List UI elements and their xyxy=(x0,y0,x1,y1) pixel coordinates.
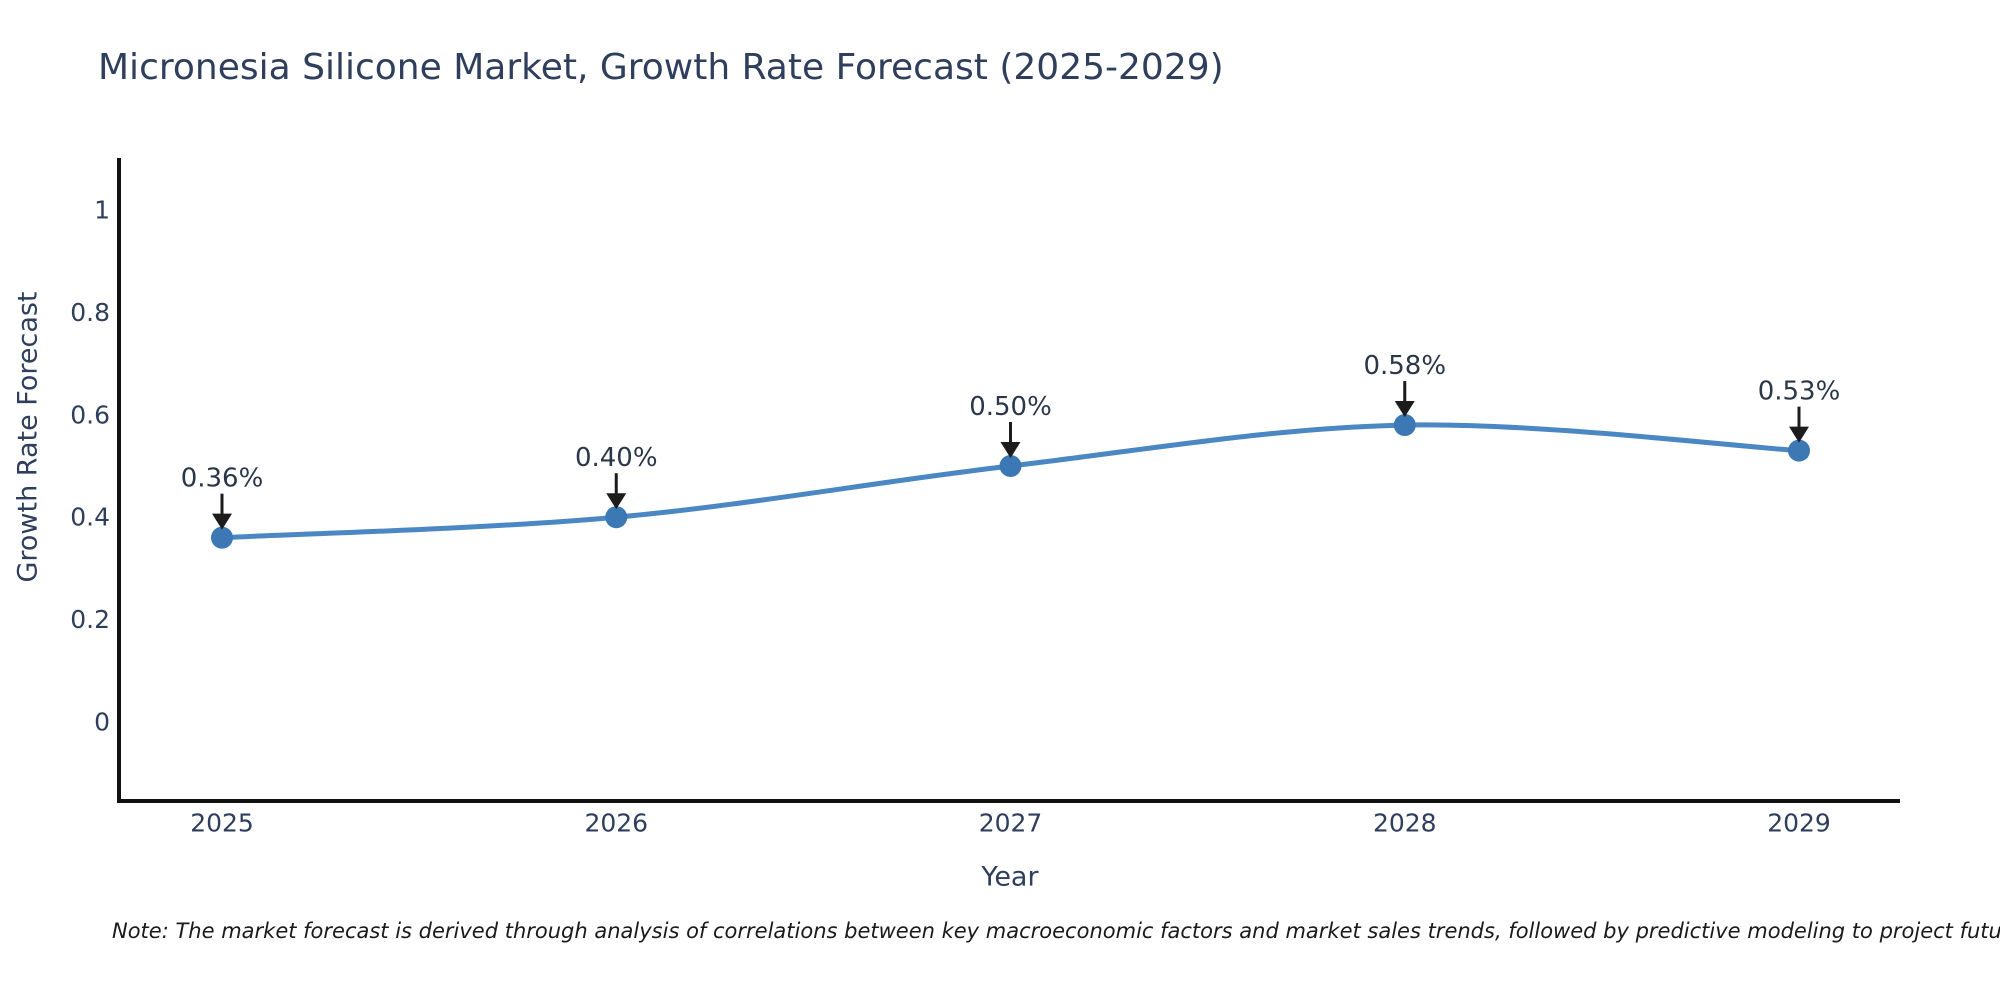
data-point-2025 xyxy=(211,526,233,549)
annotation-arrow-head xyxy=(606,493,627,510)
data-point-2028 xyxy=(1393,414,1416,437)
y-tick-label: 0.8 xyxy=(70,298,110,327)
y-tick-label: 0.4 xyxy=(70,503,110,532)
annotation-label: 0.58% xyxy=(1363,351,1446,381)
annotation-label: 0.36% xyxy=(181,464,264,494)
page-title: Micronesia Silicone Market, Growth Rate … xyxy=(98,47,1224,88)
annotation-label: 0.53% xyxy=(1758,377,1841,407)
annotation-arrow-head xyxy=(212,513,232,530)
x-tick-label: 2029 xyxy=(1767,809,1831,838)
x-tick-label: 2025 xyxy=(190,809,254,838)
y-tick-label: 0.2 xyxy=(70,605,110,634)
y-tick-label: 0 xyxy=(94,708,110,737)
x-tick-label: 2026 xyxy=(584,809,648,838)
footnote: Note: The market forecast is derived thr… xyxy=(112,919,2000,943)
x-tick-label: 2027 xyxy=(979,809,1043,838)
data-point-2029 xyxy=(1788,439,1810,462)
annotation-label: 0.40% xyxy=(575,443,658,473)
y-tick-label: 1 xyxy=(94,196,110,225)
x-tick-label: 2028 xyxy=(1373,809,1437,838)
data-point-2026 xyxy=(605,506,628,529)
annotation-label: 0.50% xyxy=(969,392,1052,422)
x-axis-title: Year xyxy=(981,861,1039,893)
annotation-arrow-head xyxy=(1000,442,1021,458)
annotation-arrow-head xyxy=(1789,426,1809,443)
annotation-arrow-head xyxy=(1394,401,1415,418)
y-tick-label: 0.6 xyxy=(70,400,110,429)
data-point-2027 xyxy=(999,455,1022,477)
